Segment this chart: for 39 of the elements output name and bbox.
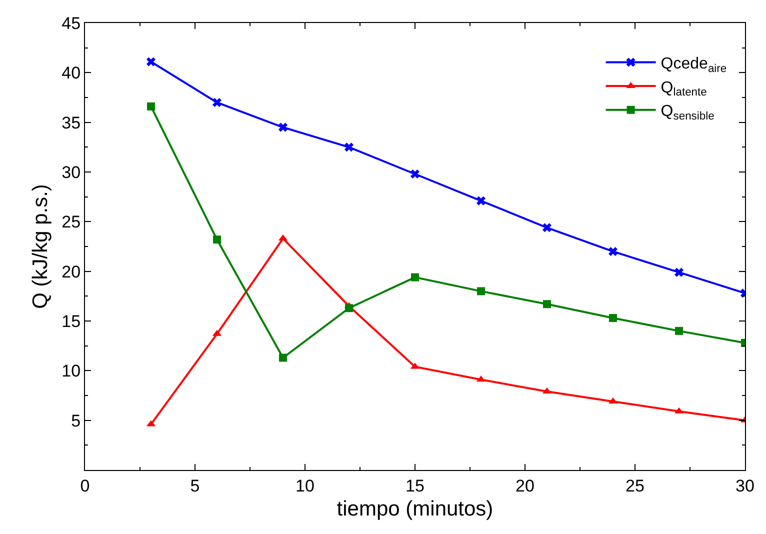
point — [278, 122, 288, 132]
x-tick-label: 30 — [736, 476, 754, 496]
point — [146, 57, 156, 66]
x-tick-label: 0 — [80, 476, 90, 496]
point — [147, 102, 155, 110]
y-tick-label: 45 — [62, 14, 81, 33]
point — [477, 287, 485, 296]
point — [674, 268, 684, 277]
y-tick-label: 20 — [62, 262, 81, 282]
y-tick-label: 30 — [62, 162, 81, 182]
x-tick-label: 10 — [296, 476, 314, 496]
x-tick-label: 5 — [190, 476, 200, 496]
point — [212, 98, 222, 107]
x-axis-title: tiempo (minutos) — [336, 498, 494, 521]
point — [675, 326, 683, 335]
point — [344, 142, 354, 152]
y-tick-label: 40 — [62, 64, 81, 83]
point — [411, 273, 419, 282]
y-axis-title: Q (kJ/kg p.s.) — [28, 184, 52, 309]
y-tick-label: 5 — [71, 411, 81, 430]
x-tick-label: 20 — [516, 476, 534, 496]
point — [345, 304, 353, 312]
x-tick-label: 15 — [406, 476, 424, 496]
y-tick-label: 15 — [62, 312, 81, 331]
y-tick-label: 25 — [62, 212, 81, 232]
point — [543, 300, 551, 308]
x-tick-label: 25 — [626, 476, 644, 496]
point — [410, 169, 420, 179]
point — [213, 236, 221, 244]
y-tick-label: 35 — [62, 113, 81, 132]
point — [609, 314, 617, 322]
y-tick-label: 10 — [62, 362, 81, 381]
legend-label: Q$_{sensible}$ — [660, 103, 714, 122]
point — [608, 246, 618, 256]
point — [542, 223, 552, 232]
legend-label: Qcede$_{aire}$ — [660, 55, 727, 75]
point — [476, 196, 486, 206]
legend-label: Q$_{latente}$ — [660, 79, 707, 99]
point — [279, 354, 287, 362]
